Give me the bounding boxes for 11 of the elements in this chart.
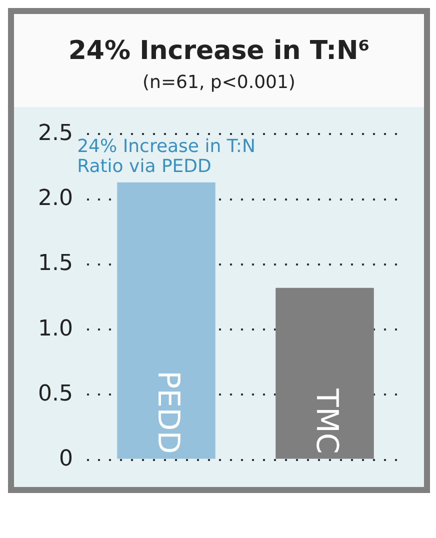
y-tick-label: 0	[58, 446, 73, 472]
x-tick-label: TMC	[308, 388, 344, 454]
y-tick-label: 2.5	[38, 120, 73, 146]
y-tick-label: 1.5	[38, 251, 73, 276]
chart-subtitle: (n=61, p<0.001)	[142, 72, 296, 93]
annotation: 24% Increase in T:N Ratio via PEDD	[77, 136, 256, 178]
chart-title: 24% Increase in T:N⁶	[67, 36, 371, 66]
y-tick-label: 0.5	[38, 381, 73, 406]
y-tick-label: 1.0	[38, 316, 73, 342]
x-tick-label: PEDD	[150, 370, 186, 454]
y-tick-label: 2.0	[38, 186, 73, 212]
